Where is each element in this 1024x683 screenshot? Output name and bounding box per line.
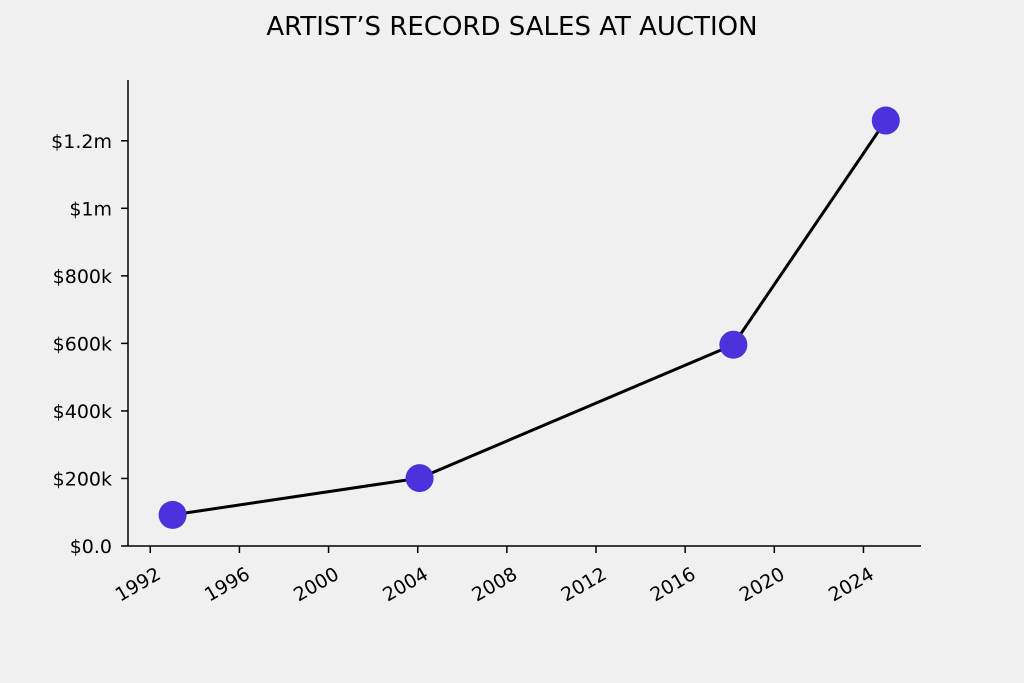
y-tick-label: $600k (53, 333, 112, 355)
x-tick-label: 1992 (112, 563, 165, 606)
y-tick-label: $800k (53, 266, 112, 288)
data-point (871, 106, 900, 135)
y-tick-label: $400k (53, 401, 112, 423)
series-line (172, 119, 888, 517)
data-point (405, 464, 434, 493)
y-tick-label: $1.2m (51, 131, 112, 153)
data-point (158, 500, 187, 529)
plot-area (158, 106, 900, 529)
y-tick-label: $200k (53, 468, 112, 490)
x-axis-ticks: 1992 1996 2000 2004 2008 2012 2016 2020 2024 (112, 546, 878, 606)
y-axis-ticks: $0.0 $200k $400k $600k $800k $1m $1.2m (51, 131, 128, 558)
x-tick-label: 2000 (290, 563, 343, 606)
x-tick-label: 2012 (557, 563, 610, 606)
data-point (719, 330, 748, 359)
x-tick-label: 2004 (379, 563, 432, 606)
x-tick-label: 1996 (201, 563, 254, 606)
x-tick-label: 2016 (647, 563, 700, 606)
y-tick-label: $1m (69, 198, 112, 220)
y-tick-label: $0.0 (70, 536, 112, 558)
chart-title: ARTIST’S RECORD SALES AT AUCTION (266, 12, 757, 42)
x-tick-label: 2020 (736, 563, 789, 606)
x-tick-label: 2008 (468, 563, 521, 606)
x-tick-label: 2024 (825, 563, 878, 606)
